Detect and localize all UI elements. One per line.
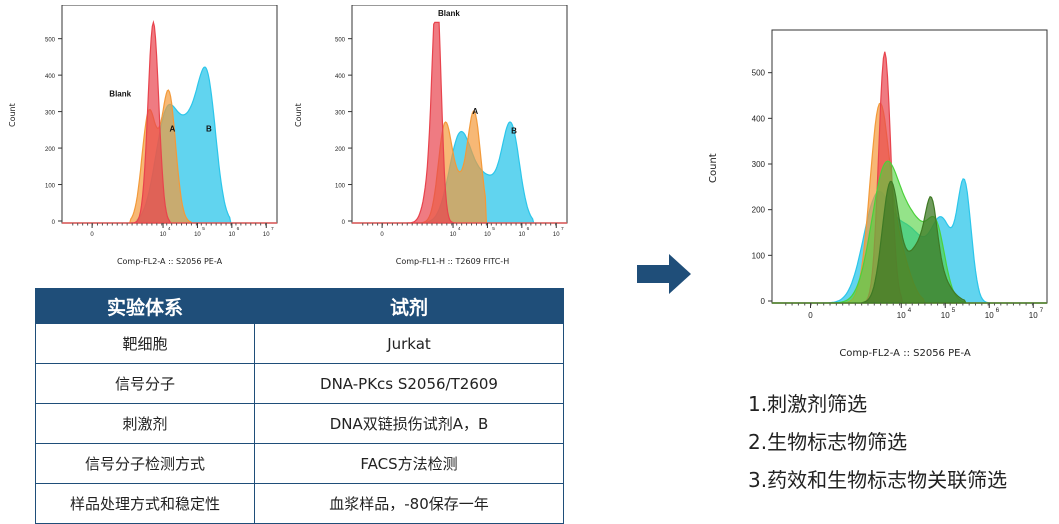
x-tick-label: 0 xyxy=(90,232,94,238)
y-tick-label: 100 xyxy=(335,184,346,190)
x-tick-label: 10 xyxy=(553,232,560,238)
table-cell: 刺激剂 xyxy=(35,403,255,444)
table-row: 信号分子检测方式 FACS方法检测 xyxy=(35,443,564,484)
annotation-label: A xyxy=(472,107,478,116)
x-tick-exponent: 6 xyxy=(527,226,530,232)
y-tick-label: 200 xyxy=(335,147,346,153)
y-tick-label: 0 xyxy=(342,220,346,226)
histogram-chart-1: 0 100 200 300 400 500 0 10 4 10 5 10 6 10 7 Blank A B xyxy=(20,5,280,250)
y-tick-label: 300 xyxy=(752,160,766,169)
x-tick-exponent: 6 xyxy=(237,226,240,232)
y-tick-label: 300 xyxy=(335,111,346,117)
table-cell: Jurkat xyxy=(254,323,564,364)
x-tick-label: 10 xyxy=(1029,311,1038,320)
x-tick-label: 10 xyxy=(450,232,457,238)
x-tick-label: 10 xyxy=(484,232,491,238)
annotation-label: B xyxy=(511,127,517,136)
y-tick-label: 500 xyxy=(45,38,56,44)
x-tick-label: 10 xyxy=(160,232,167,238)
chart3-ylabel: Count xyxy=(708,153,719,183)
annotation-label: B xyxy=(206,124,212,133)
table-header-cell: 试剂 xyxy=(254,288,564,324)
table-cell: 样品处理方式和稳定性 xyxy=(35,483,255,524)
x-tick-exponent: 4 xyxy=(458,226,461,232)
x-tick-exponent: 7 xyxy=(561,226,564,232)
chart1-ylabel: Count xyxy=(8,103,17,127)
y-tick-label: 0 xyxy=(52,220,56,226)
table-header-cell: 实验体系 xyxy=(35,288,255,324)
screening-list: 1.刺激剂筛选 2.生物标志物筛选 3.药效和生物标志物关联筛选 xyxy=(748,385,1007,499)
y-tick-label: 400 xyxy=(45,74,56,80)
table-cell: 靶细胞 xyxy=(35,323,255,364)
chart1-xlabel: Comp-FL2-A :: S2056 PE-A xyxy=(116,257,223,266)
table-cell: 信号分子 xyxy=(35,363,255,404)
table-cell: 信号分子检测方式 xyxy=(35,443,255,484)
y-tick-label: 500 xyxy=(335,38,346,44)
y-tick-label: 0 xyxy=(761,297,766,306)
x-tick-exponent: 7 xyxy=(1040,307,1044,314)
x-tick-exponent: 4 xyxy=(908,307,912,314)
x-tick-label: 10 xyxy=(941,311,950,320)
x-tick-label: 0 xyxy=(808,311,813,320)
table-row: 靶细胞 Jurkat xyxy=(35,323,564,364)
table-row: 刺激剂 DNA双链损伤试剂A，B xyxy=(35,403,564,444)
y-tick-label: 400 xyxy=(335,74,346,80)
red-histogram xyxy=(352,21,567,224)
y-tick-label: 500 xyxy=(752,69,766,78)
red-histogram xyxy=(62,20,277,224)
table-cell: FACS方法检测 xyxy=(254,443,564,484)
x-tick-label: 10 xyxy=(897,311,906,320)
x-tick-exponent: 5 xyxy=(202,226,205,232)
list-item: 2.生物标志物筛选 xyxy=(748,430,908,454)
table-header-row: 实验体系 试剂 xyxy=(35,288,564,324)
chart2-ylabel: Count xyxy=(294,103,303,127)
x-tick-exponent: 7 xyxy=(271,226,274,232)
x-tick-exponent: 6 xyxy=(996,307,1000,314)
table-cell: DNA双链损伤试剂A，B xyxy=(254,403,564,444)
experiment-table: 实验体系 试剂 靶细胞 Jurkat 信号分子 DNA-PKcs S2056/T… xyxy=(35,288,564,524)
x-tick-exponent: 5 xyxy=(492,226,495,232)
annotation-label: A xyxy=(170,124,176,133)
chart2-xlabel: Comp-FL1-H :: T2609 FITC-H xyxy=(395,257,510,266)
x-tick-exponent: 5 xyxy=(952,307,956,314)
histogram-chart-3: 0 100 200 300 400 500 0 10 4 10 5 10 6 10 7 xyxy=(728,25,1058,335)
x-tick-label: 0 xyxy=(380,232,384,238)
list-item: 3.药效和生物标志物关联筛选 xyxy=(748,468,1008,492)
y-tick-label: 100 xyxy=(45,184,56,190)
histogram-chart-2: 0 100 200 300 400 500 0 10 4 10 5 10 6 10 7 Blank A B xyxy=(310,5,570,250)
y-tick-label: 300 xyxy=(45,111,56,117)
table-cell: DNA-PKcs S2056/T2609 xyxy=(254,363,564,404)
y-tick-label: 100 xyxy=(752,251,766,260)
x-tick-label: 10 xyxy=(229,232,236,238)
table-row: 样品处理方式和稳定性 血浆样品，-80保存一年 xyxy=(35,483,564,524)
y-tick-label: 200 xyxy=(45,147,56,153)
list-item: 1.刺激剂筛选 xyxy=(748,392,868,416)
chart3-xlabel: Comp-FL2-A :: S2056 PE-A xyxy=(839,348,971,359)
x-tick-exponent: 4 xyxy=(168,226,171,232)
darkgreen-histogram xyxy=(772,180,1047,304)
x-tick-label: 10 xyxy=(194,232,201,238)
annotation-label: Blank xyxy=(109,90,131,99)
x-tick-label: 10 xyxy=(985,311,994,320)
annotation-label: Blank xyxy=(438,9,460,18)
table-cell: 血浆样品，-80保存一年 xyxy=(254,483,564,524)
x-tick-label: 10 xyxy=(263,232,270,238)
y-tick-label: 200 xyxy=(752,206,766,215)
y-tick-label: 400 xyxy=(752,114,766,123)
right-arrow-icon xyxy=(637,252,693,300)
x-tick-label: 10 xyxy=(519,232,526,238)
table-row: 信号分子 DNA-PKcs S2056/T2609 xyxy=(35,363,564,404)
